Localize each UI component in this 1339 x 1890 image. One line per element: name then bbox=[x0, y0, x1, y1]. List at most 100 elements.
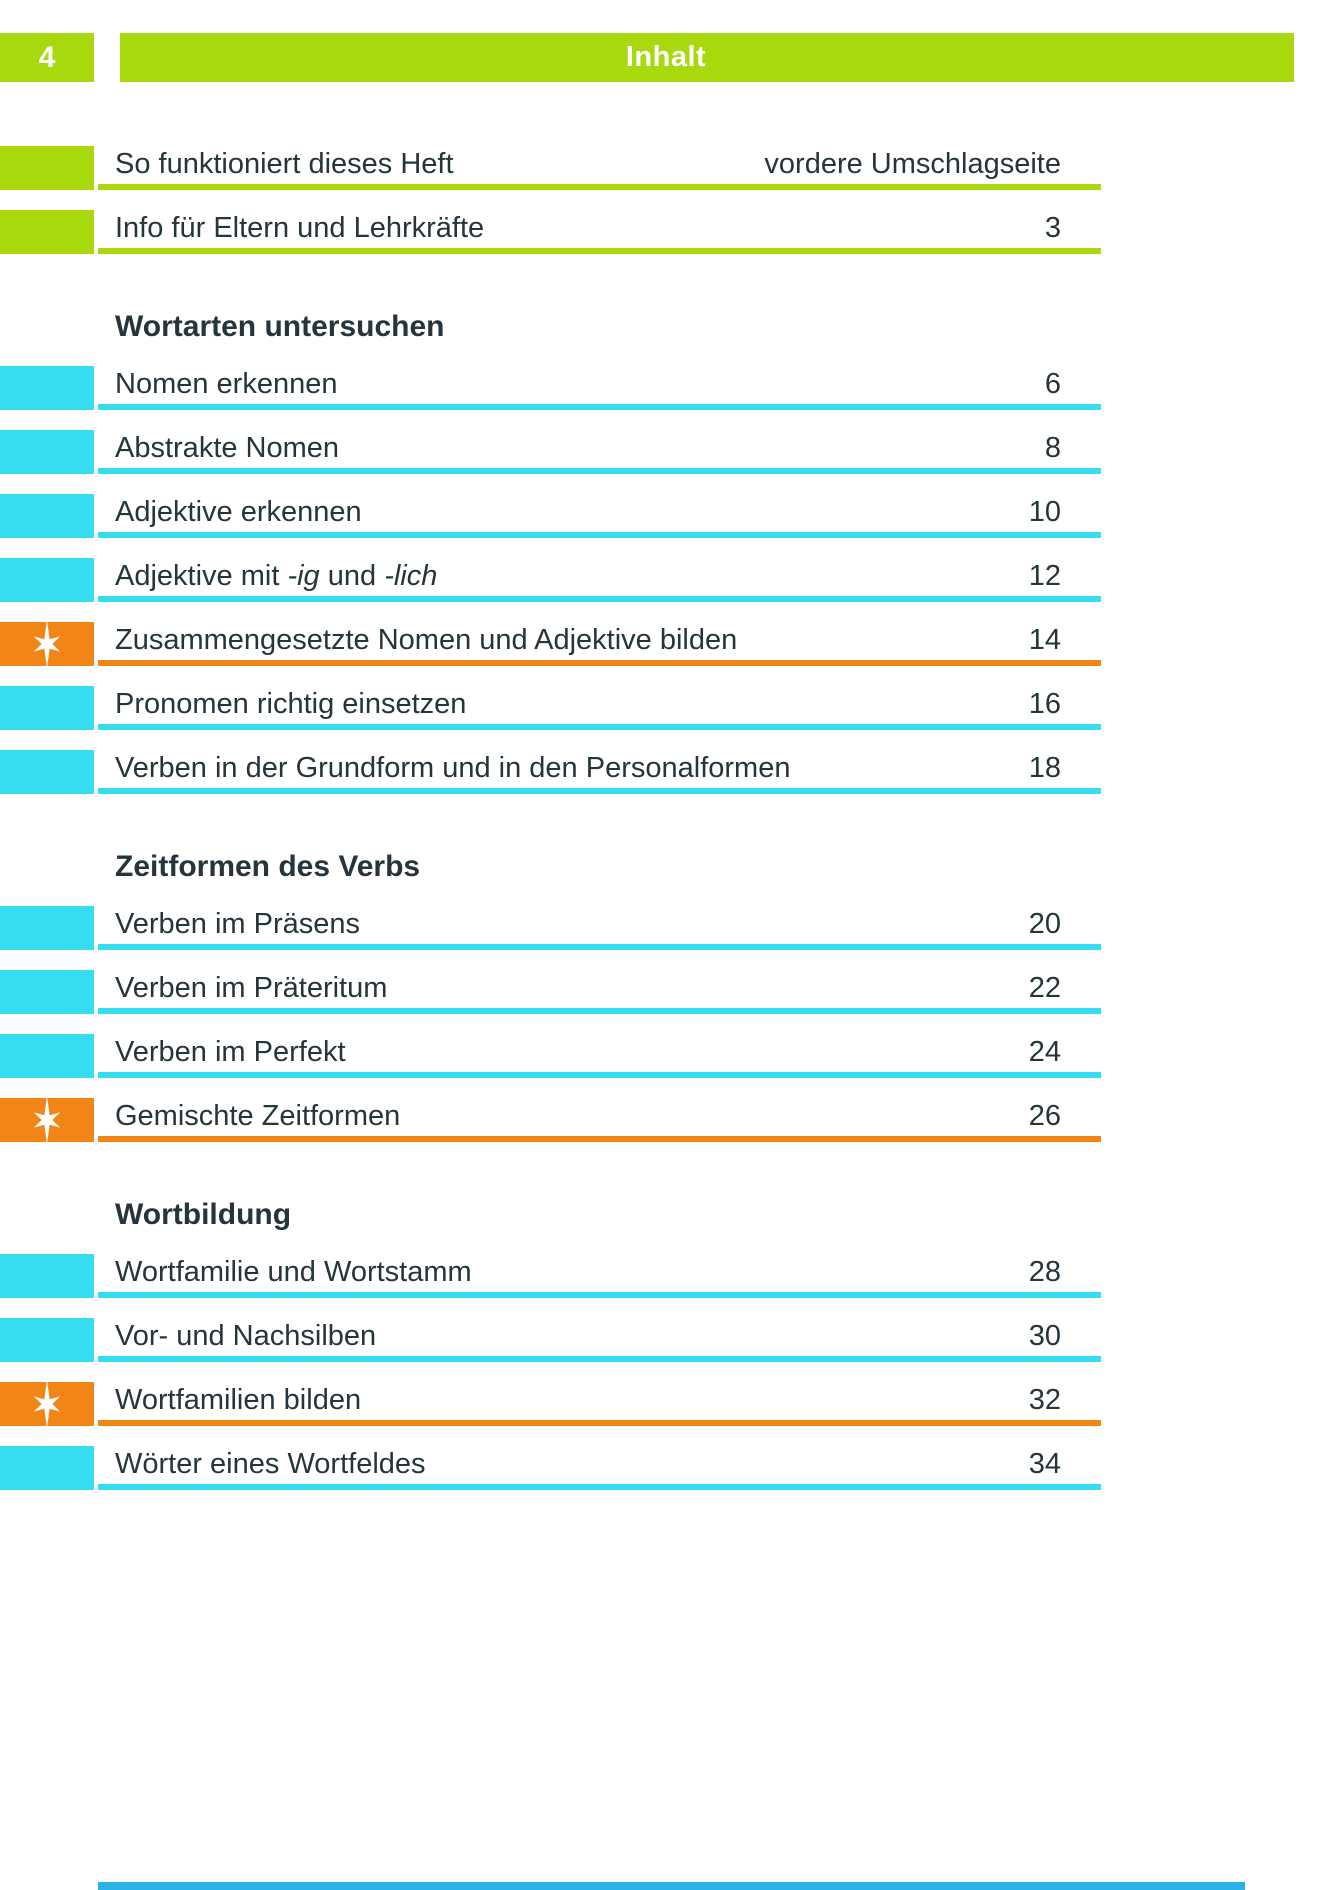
toc-entry-page: 12 bbox=[1028, 559, 1061, 592]
toc-row-content: Verben im Perfekt 24 bbox=[98, 1034, 1101, 1078]
row-color-bar bbox=[0, 1254, 94, 1298]
toc-entry-page: 8 bbox=[1044, 431, 1061, 464]
toc-entry-page: 18 bbox=[1028, 751, 1061, 784]
toc-sections: Wortarten untersuchen Nomen erkennen 6 A… bbox=[0, 310, 1101, 1490]
section-heading: Wortarten untersuchen bbox=[115, 310, 445, 343]
page-header: 4 Inhalt bbox=[0, 33, 1294, 82]
toc-entry-page: 26 bbox=[1028, 1099, 1061, 1132]
toc-entry-title: So funktioniert dieses Heft bbox=[115, 147, 454, 180]
toc-entry-title: Verben in der Grundform und in den Perso… bbox=[115, 751, 791, 784]
row-color-bar bbox=[0, 494, 94, 538]
section-heading: Wortbildung bbox=[115, 1198, 292, 1231]
section-rows: Wortfamilie und Wortstamm 28 Vor- und Na… bbox=[0, 1254, 1101, 1490]
toc-row: Nomen erkennen 6 bbox=[0, 366, 1101, 410]
toc-entry-page: 28 bbox=[1028, 1255, 1061, 1288]
row-color-bar bbox=[0, 1034, 94, 1078]
row-color-bar bbox=[0, 430, 94, 474]
toc-row-content: So funktioniert dieses Heft vordere Umsc… bbox=[98, 146, 1101, 190]
toc-row-content: Wortfamilie und Wortstamm 28 bbox=[98, 1254, 1101, 1298]
section-heading: Zeitformen des Verbs bbox=[115, 850, 421, 883]
page-number-badge: 4 bbox=[0, 33, 94, 82]
toc-row: Info für Eltern und Lehrkräfte 3 bbox=[0, 210, 1101, 254]
toc-entry-page: 6 bbox=[1044, 367, 1061, 400]
toc-row: Abstrakte Nomen 8 bbox=[0, 430, 1101, 474]
row-color-bar bbox=[0, 146, 94, 190]
toc-entry-page: 16 bbox=[1028, 687, 1061, 720]
row-color-bar bbox=[0, 210, 94, 254]
toc-entry-title: Abstrakte Nomen bbox=[115, 431, 340, 464]
section-rows: Verben im Präsens 20 Verben im Präteritu… bbox=[0, 906, 1101, 1145]
toc-row-content: Adjektive mit -ig und -lich 12 bbox=[98, 558, 1101, 602]
toc-row: Pronomen richtig einsetzen 16 bbox=[0, 686, 1101, 730]
row-color-bar bbox=[0, 619, 94, 669]
row-color-bar bbox=[0, 906, 94, 950]
row-color-bar bbox=[0, 366, 94, 410]
toc-entry-page: 30 bbox=[1028, 1319, 1061, 1352]
toc-section: Wortbildung Wortfamilie und Wortstamm 28… bbox=[0, 1198, 1101, 1490]
toc-entry-title: Adjektive mit -ig und -lich bbox=[115, 559, 438, 592]
row-color-bar bbox=[0, 750, 94, 794]
toc-row-content: Wortfamilien bilden 32 bbox=[98, 1382, 1101, 1426]
row-color-bar bbox=[0, 558, 94, 602]
toc-row-content: Zusammengesetzte Nomen und Adjektive bil… bbox=[98, 622, 1101, 666]
toc-row-content: Verben im Präsens 20 bbox=[98, 906, 1101, 950]
toc-row-content: Verben im Präteritum 22 bbox=[98, 970, 1101, 1014]
toc-row: Verben im Perfekt 24 bbox=[0, 1034, 1101, 1078]
toc-row-content: Adjektive erkennen 10 bbox=[98, 494, 1101, 538]
toc-row: Wörter eines Wortfeldes 34 bbox=[0, 1446, 1101, 1490]
toc-entry-page: 24 bbox=[1028, 1035, 1061, 1068]
toc-entry-page: 34 bbox=[1028, 1447, 1061, 1480]
toc-entry-title: Verben im Präsens bbox=[115, 907, 361, 940]
toc-row-content: Wörter eines Wortfeldes 34 bbox=[98, 1446, 1101, 1490]
row-color-bar bbox=[0, 1379, 94, 1429]
row-color-bar bbox=[0, 1318, 94, 1362]
toc-entry-title: Gemischte Zeitformen bbox=[115, 1099, 401, 1132]
toc-entry-page: 22 bbox=[1028, 971, 1061, 1004]
star-icon bbox=[33, 619, 61, 669]
toc-row-content: Info für Eltern und Lehrkräfte 3 bbox=[98, 210, 1101, 254]
row-color-bar bbox=[0, 1095, 94, 1145]
toc-entry-page: 14 bbox=[1028, 623, 1061, 656]
toc-entry-title: Verben im Perfekt bbox=[115, 1035, 346, 1068]
toc-entry-title: Zusammengesetzte Nomen und Adjektive bil… bbox=[115, 623, 738, 656]
star-icon bbox=[33, 1379, 61, 1429]
toc-entry-title: Pronomen richtig einsetzen bbox=[115, 687, 467, 720]
toc-entry-page: 10 bbox=[1028, 495, 1061, 528]
table-of-contents: So funktioniert dieses Heft vordere Umsc… bbox=[0, 146, 1101, 1510]
toc-row-content: Gemischte Zeitformen 26 bbox=[98, 1098, 1101, 1142]
toc-row-content: Nomen erkennen 6 bbox=[98, 366, 1101, 410]
toc-row: Adjektive mit -ig und -lich 12 bbox=[0, 558, 1101, 602]
toc-row-content: Pronomen richtig einsetzen 16 bbox=[98, 686, 1101, 730]
toc-entry-page: 3 bbox=[1044, 211, 1061, 244]
toc-entry-title: Wortfamilien bilden bbox=[115, 1383, 362, 1416]
toc-intro-rows: So funktioniert dieses Heft vordere Umsc… bbox=[0, 146, 1101, 254]
toc-row: Verben in der Grundform und in den Perso… bbox=[0, 750, 1101, 794]
toc-section: Zeitformen des Verbs Verben im Präsens 2… bbox=[0, 850, 1101, 1145]
row-color-bar bbox=[0, 1446, 94, 1490]
toc-row: Vor- und Nachsilben 30 bbox=[0, 1318, 1101, 1362]
next-page-edge-strip bbox=[98, 1882, 1245, 1890]
section-rows: Nomen erkennen 6 Abstrakte Nomen 8 Adjek… bbox=[0, 366, 1101, 794]
toc-row-content: Vor- und Nachsilben 30 bbox=[98, 1318, 1101, 1362]
page-title: Inhalt bbox=[120, 33, 1294, 82]
toc-row: Wortfamilien bilden 32 bbox=[0, 1379, 1101, 1429]
toc-entry-title: Wörter eines Wortfeldes bbox=[115, 1447, 426, 1480]
toc-entry-page: vordere Umschlagseite bbox=[764, 147, 1061, 180]
toc-entry-title: Wortfamilie und Wortstamm bbox=[115, 1255, 472, 1288]
toc-row: Wortfamilie und Wortstamm 28 bbox=[0, 1254, 1101, 1298]
toc-entry-page: 32 bbox=[1028, 1383, 1061, 1416]
toc-entry-title: Adjektive erkennen bbox=[115, 495, 362, 528]
row-color-bar bbox=[0, 686, 94, 730]
toc-row: Gemischte Zeitformen 26 bbox=[0, 1095, 1101, 1145]
toc-entry-title: Info für Eltern und Lehrkräfte bbox=[115, 211, 485, 244]
toc-row: Verben im Präteritum 22 bbox=[0, 970, 1101, 1014]
toc-row: So funktioniert dieses Heft vordere Umsc… bbox=[0, 146, 1101, 190]
toc-section: Wortarten untersuchen Nomen erkennen 6 A… bbox=[0, 310, 1101, 794]
toc-row-content: Abstrakte Nomen 8 bbox=[98, 430, 1101, 474]
star-icon bbox=[33, 1095, 61, 1145]
toc-entry-title: Nomen erkennen bbox=[115, 367, 338, 400]
toc-row: Zusammengesetzte Nomen und Adjektive bil… bbox=[0, 619, 1101, 669]
toc-entry-title: Verben im Präteritum bbox=[115, 971, 388, 1004]
row-color-bar bbox=[0, 970, 94, 1014]
toc-entry-title: Vor- und Nachsilben bbox=[115, 1319, 377, 1352]
